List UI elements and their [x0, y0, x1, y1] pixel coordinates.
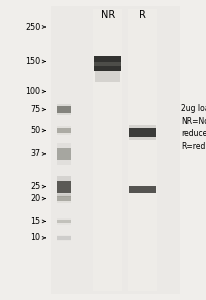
Bar	[128, 9, 157, 291]
Bar	[94, 70, 120, 82]
Text: 25: 25	[30, 182, 40, 191]
Text: 37: 37	[30, 149, 40, 158]
Bar	[57, 220, 70, 223]
Bar	[57, 106, 70, 113]
Bar	[93, 9, 122, 291]
Bar	[57, 143, 70, 165]
Text: NR: NR	[100, 11, 114, 20]
Bar	[94, 62, 121, 66]
Bar	[94, 56, 121, 71]
Bar	[50, 6, 179, 294]
Bar	[129, 125, 156, 140]
Bar	[57, 176, 70, 197]
Bar	[57, 194, 70, 203]
Bar	[57, 128, 70, 133]
Text: 250: 250	[25, 22, 40, 32]
Bar	[57, 126, 70, 135]
Bar	[57, 181, 70, 193]
Bar	[57, 148, 70, 160]
Bar	[57, 218, 70, 225]
Text: 2ug loading
NR=Non-
reduced
R=reduced: 2ug loading NR=Non- reduced R=reduced	[180, 104, 206, 151]
Text: 15: 15	[30, 217, 40, 226]
Bar	[57, 236, 70, 240]
Text: 50: 50	[30, 126, 40, 135]
Text: R: R	[139, 11, 146, 20]
Bar	[57, 103, 70, 116]
Bar	[129, 186, 156, 193]
Text: 20: 20	[30, 194, 40, 203]
Bar	[57, 235, 70, 241]
Bar	[129, 128, 156, 137]
Text: 10: 10	[30, 233, 40, 242]
Bar	[57, 196, 70, 201]
Text: 75: 75	[30, 105, 40, 114]
Text: 150: 150	[25, 57, 40, 66]
Text: 100: 100	[25, 87, 40, 96]
